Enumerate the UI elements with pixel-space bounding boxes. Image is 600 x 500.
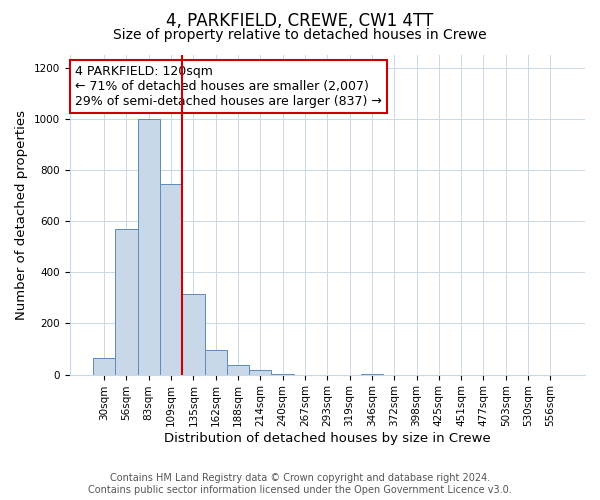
Bar: [182, 294, 205, 374]
Bar: [249, 370, 271, 374]
Bar: [93, 358, 115, 374]
Y-axis label: Number of detached properties: Number of detached properties: [15, 110, 28, 320]
Text: 4, PARKFIELD, CREWE, CW1 4TT: 4, PARKFIELD, CREWE, CW1 4TT: [166, 12, 434, 30]
Bar: [227, 365, 249, 374]
X-axis label: Distribution of detached houses by size in Crewe: Distribution of detached houses by size …: [164, 432, 491, 445]
Text: Contains HM Land Registry data © Crown copyright and database right 2024.
Contai: Contains HM Land Registry data © Crown c…: [88, 474, 512, 495]
Bar: [205, 350, 227, 374]
Text: Size of property relative to detached houses in Crewe: Size of property relative to detached ho…: [113, 28, 487, 42]
Bar: [137, 119, 160, 374]
Text: 4 PARKFIELD: 120sqm
← 71% of detached houses are smaller (2,007)
29% of semi-det: 4 PARKFIELD: 120sqm ← 71% of detached ho…: [74, 64, 382, 108]
Bar: [115, 229, 137, 374]
Bar: [160, 184, 182, 374]
